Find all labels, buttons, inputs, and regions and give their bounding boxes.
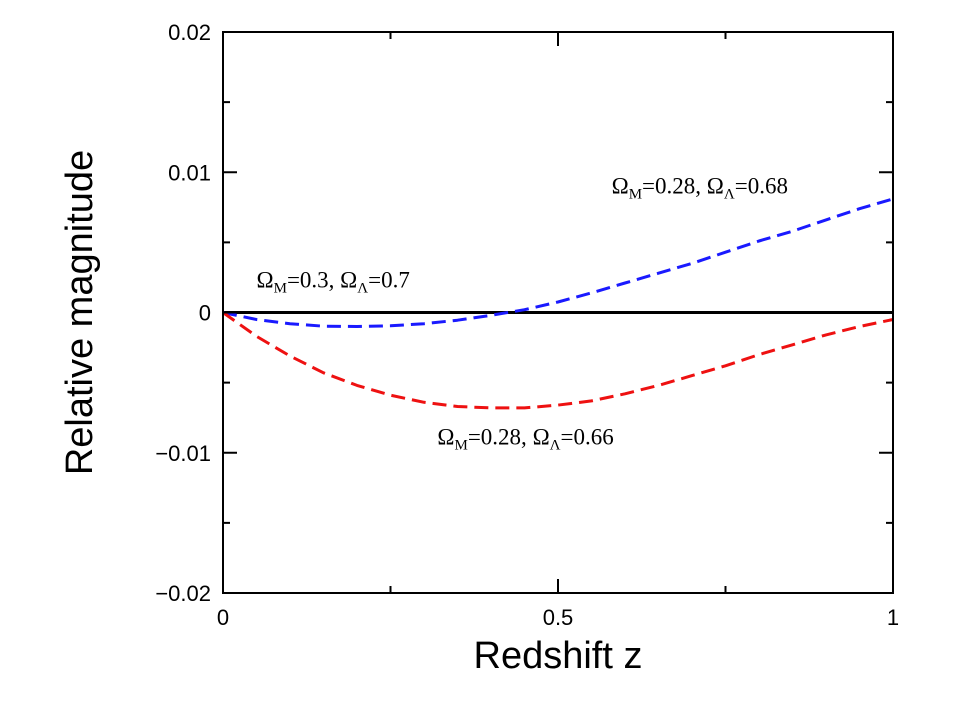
- y-tick-label: 0.01: [168, 160, 211, 185]
- x-axis-title: Redshift z: [474, 635, 643, 677]
- x-tick-label: 0.5: [543, 605, 574, 630]
- y-tick-label: 0: [199, 301, 211, 326]
- annotation-layer: ΩM=0.3, ΩΛ=0.7 ΩM=0.28, ΩΛ=0.68 ΩM=0.28, Ω…: [257, 173, 788, 453]
- y-tick-label: −0.01: [155, 441, 211, 466]
- y-tick-label: 0.02: [168, 20, 211, 45]
- series-layer: [222, 197, 894, 410]
- tick-layer: −0.02 −0.01 0 0.01 0.02 0 0.5 1: [155, 20, 899, 630]
- series-line-2: [222, 311, 894, 410]
- x-tick-label: 1: [887, 605, 899, 630]
- curve-annotation: ΩM=0.28, ΩΛ=0.68: [612, 173, 788, 202]
- curve-annotation: ΩM=0.3, ΩΛ=0.7: [257, 267, 410, 296]
- series-line-1: [222, 197, 894, 328]
- y-axis-title: Relative magnitude: [59, 150, 101, 475]
- x-tick-label: 0: [217, 605, 229, 630]
- curve-annotation: ΩM=0.28, ΩΛ=0.66: [437, 424, 613, 453]
- y-tick-label: −0.02: [155, 581, 211, 606]
